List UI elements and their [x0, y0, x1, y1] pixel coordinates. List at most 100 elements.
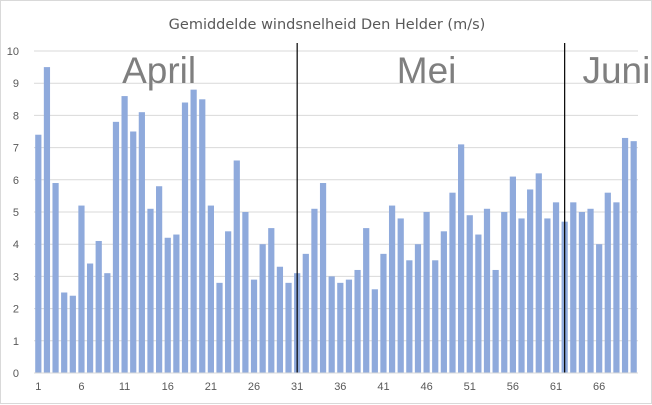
y-tick-label: 3 [13, 271, 19, 283]
bar [613, 202, 620, 373]
bar [112, 121, 120, 373]
bar [552, 202, 560, 373]
bar [587, 208, 594, 373]
bar [173, 234, 180, 373]
month-label: Juni [582, 50, 650, 91]
bar [501, 212, 508, 373]
y-tick-labels: 0 1 2 3 4 5 6 7 8 9 10 [7, 46, 19, 380]
x-tick-label: 11 [119, 381, 130, 393]
bar [363, 228, 370, 373]
bar [380, 253, 387, 373]
x-tick-label: 41 [377, 381, 389, 393]
bar [630, 141, 637, 373]
month-dividers [296, 43, 566, 373]
y-tick-label: 9 [13, 78, 19, 90]
bar [596, 244, 603, 373]
bar [43, 67, 51, 373]
bar [216, 282, 223, 373]
bar [423, 212, 430, 373]
bar [61, 292, 68, 373]
bar [181, 102, 189, 374]
bar [544, 218, 551, 373]
bar [388, 205, 396, 373]
bar [535, 173, 542, 373]
bar [492, 269, 499, 373]
bar [35, 134, 42, 373]
bar [52, 183, 59, 373]
bar [164, 237, 171, 373]
x-tick-label: 51 [464, 381, 476, 393]
month-label: April [122, 50, 196, 91]
bar [130, 131, 137, 373]
bar [285, 282, 292, 373]
bar [578, 212, 586, 373]
bar [250, 279, 258, 373]
bar [604, 192, 611, 373]
bar [78, 205, 85, 373]
bar [397, 218, 404, 373]
x-tick-label: 66 [593, 381, 605, 393]
bar [104, 273, 111, 373]
bar [121, 96, 128, 373]
month-label: Mei [397, 50, 457, 91]
x-tick-label: 61 [550, 381, 562, 393]
bar [86, 263, 94, 373]
bar [190, 89, 197, 373]
x-tick-label: 26 [248, 381, 260, 393]
y-tick-label: 2 [13, 304, 19, 316]
bar [354, 269, 361, 373]
bar [233, 160, 240, 373]
bar [458, 144, 465, 373]
x-tick-label: 16 [162, 381, 174, 393]
bar [276, 266, 284, 373]
y-tick-label: 1 [13, 336, 19, 348]
x-tick-label: 21 [205, 381, 217, 393]
bar [466, 215, 473, 373]
y-tick-label: 8 [13, 110, 19, 122]
x-tick-label: 36 [334, 381, 346, 393]
bar [319, 183, 327, 373]
bar [225, 231, 232, 373]
bar [345, 279, 353, 373]
bar [621, 137, 629, 373]
bar [268, 228, 275, 373]
bar [570, 202, 577, 373]
x-tick-label: 6 [78, 381, 84, 393]
bar [311, 208, 318, 373]
y-tick-label: 5 [13, 207, 19, 219]
y-tick-label: 7 [13, 143, 19, 155]
bar [337, 282, 344, 373]
bar [509, 176, 516, 373]
x-tick-labels: 1 6 11 16 21 26 31 36 41 46 51 56 61 66 [35, 381, 605, 393]
bar [328, 276, 335, 373]
month-labels: April Mei Juni [122, 50, 650, 91]
bar [147, 208, 154, 373]
y-tick-label: 4 [13, 239, 19, 251]
bar [302, 253, 309, 373]
x-tick-label: 56 [507, 381, 519, 393]
bar [475, 234, 482, 373]
bar [371, 289, 378, 373]
bars [35, 67, 637, 374]
bar [440, 231, 447, 373]
bar [207, 205, 214, 373]
bar [242, 212, 249, 373]
bar [518, 218, 525, 373]
bar [69, 295, 76, 373]
bar [527, 189, 534, 373]
bar [449, 192, 456, 373]
chart-title: Gemiddelde windsnelheid Den Helder (m/s) [169, 17, 486, 33]
bar [259, 244, 266, 373]
y-tick-label: 0 [13, 368, 19, 380]
bar [406, 260, 413, 373]
bar [414, 244, 422, 373]
bar [199, 99, 206, 374]
bar [156, 186, 163, 373]
x-tick-label: 1 [35, 381, 41, 393]
x-tick-label: 46 [420, 381, 432, 393]
bar [483, 208, 491, 373]
bar [138, 112, 145, 374]
y-tick-label: 6 [13, 175, 19, 187]
